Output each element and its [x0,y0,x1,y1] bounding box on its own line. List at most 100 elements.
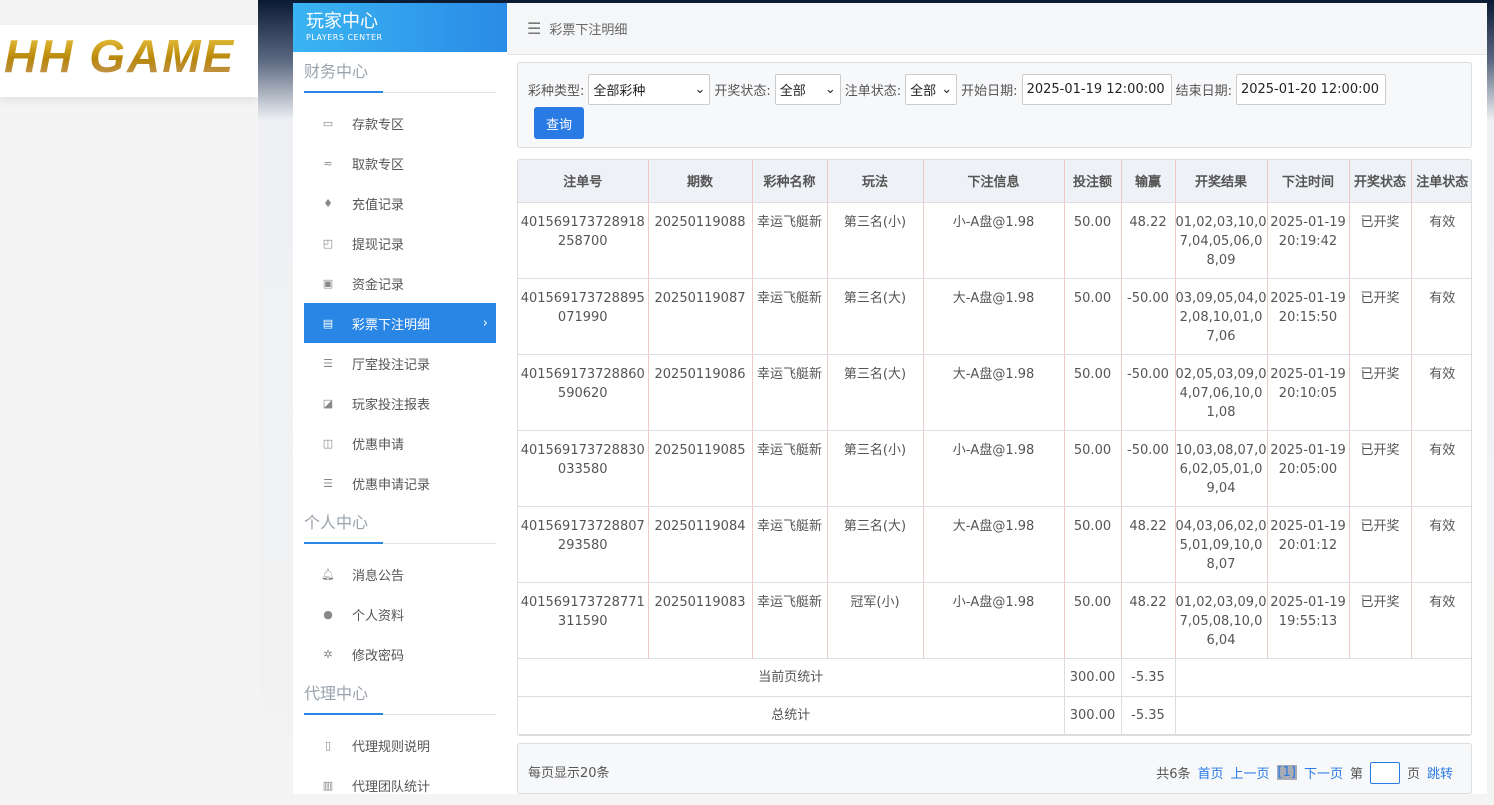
table-cell: 第三名(大) [827,354,924,431]
sidebar-item[interactable]: ✲ 修改密码 [304,634,496,674]
table-cell: 有效 [1411,202,1471,279]
sidebar-item-label: 厅室投注记录 [352,357,431,373]
summary-label: 当前页统计 [518,658,1065,697]
sidebar-item-label: 玩家投注报表 [352,397,431,413]
column-header[interactable]: 注单状态 [1411,160,1471,203]
end-date-input[interactable]: 2025-01-20 12:00:00 [1235,74,1386,105]
sidebar-item[interactable]: ◪ 玩家投注报表 [304,383,496,423]
pagination: 每页显示20条 共6条 首页 上一页 [1] 下一页 第 页 跳转 [517,743,1472,794]
first-page-link[interactable]: 首页 [1197,767,1224,782]
money-bag-icon: ♦ [323,196,333,210]
bet-status-label: 注单状态: [844,84,902,99]
end-date-value: 2025-01-20 12:00:00 [1240,82,1380,97]
sidebar-header: 玩家中心 PLAYERS CENTER [293,3,507,52]
next-page-link[interactable]: 下一页 [1303,767,1343,782]
column-header[interactable]: 玩法 [827,160,924,203]
table-cell: 已开奖 [1349,582,1412,659]
table-cell: 已开奖 [1349,278,1412,355]
file-icon: ▯ [324,738,332,752]
page-number-input[interactable] [1369,761,1400,784]
start-date-value: 2025-01-19 12:00:00 [1026,82,1165,97]
page-title: 彩票下注明细 [549,23,628,38]
column-header[interactable]: 开奖状态 [1349,160,1412,203]
sidebar-item[interactable]: ≂ 取款专区 [304,143,496,183]
table-cell: 50.00 [1064,278,1122,355]
sidebar-item[interactable]: ▤ 彩票下注明细 › [304,303,496,343]
chevron-down-icon: ⌄ [694,82,706,97]
sidebar-item[interactable]: 🔔︎ 消息公告 [304,554,496,594]
table-cell: 第三名(大) [827,506,924,583]
sidebar-item-label: 个人资料 [352,608,405,624]
sidebar-item-label: 取款专区 [352,157,405,173]
filter-form: 彩种类型: 全部彩种 ⌄ 开奖状态: 全部 ⌄ 注单状态: 全部 ⌄ 开始日期: 20… [517,62,1472,148]
table-cell: 幸运飞艇新 [752,506,828,583]
column-header[interactable]: 投注额 [1064,160,1122,203]
summary-empty [1175,658,1471,697]
current-page[interactable]: [1] [1276,765,1297,780]
table-cell: 幸运飞艇新 [752,582,828,659]
table-cell: 50.00 [1064,354,1122,431]
table-cell: 20250119088 [648,202,753,279]
bets-table: 注单号 期数 彩种名称 玩法 下注信息 投注额 输赢 开奖结果 下注时间 开奖状态 注单状态 401… [517,159,1472,736]
column-header[interactable]: 下注时间 [1267,160,1350,203]
column-header[interactable]: 彩种名称 [752,160,828,203]
table-cell: 01,02,03,10,07,04,05,06,08,09 [1175,202,1268,279]
start-date-label: 开始日期: [961,84,1018,99]
sidebar-item-label: 修改密码 [352,648,405,664]
column-header[interactable]: 注单号 [518,160,649,203]
sidebar-item[interactable]: ▣ 资金记录 [304,263,496,303]
table-cell: -50.00 [1121,430,1176,507]
gear-icon: ✲ [323,647,333,661]
lottery-type-select[interactable]: 全部彩种 ⌄ [588,74,711,105]
sidebar-item[interactable]: ▭ 存款专区 [304,103,496,143]
list-bullets-icon: ☰ [323,356,333,370]
sidebar-item[interactable]: ♦ 充值记录 [304,183,496,223]
sidebar-item[interactable]: ☰ 厅室投注记录 [304,343,496,383]
table-cell: 幸运飞艇新 [752,278,828,355]
sidebar-item-label: 充值记录 [352,197,405,213]
table-cell: 有效 [1411,354,1471,431]
sidebar-item[interactable]: ◰ 提现记录 [304,223,496,263]
column-header[interactable]: 开奖结果 [1175,160,1268,203]
safe-icon: ▣ [322,276,334,290]
sidebar-item[interactable]: ▥ 代理团队统计 [304,765,496,805]
table-cell: 401569173728918258700 [518,202,649,279]
hand-cash-icon: ≂ [323,156,333,170]
sidebar-item[interactable]: ◫ 优惠申请 [304,423,496,463]
table-cell: 已开奖 [1349,506,1412,583]
sidebar-item[interactable]: ● 个人资料 [304,594,496,634]
sidebar-item-label: 彩票下注明细 [352,317,431,333]
table-cell: 02,05,03,09,04,07,06,10,01,08 [1175,354,1268,431]
sidebar-item-label: 代理规则说明 [352,739,431,755]
main-panel: ☰ 彩票下注明细 彩种类型: 全部彩种 ⌄ 开奖状态: 全部 ⌄ 注单状态: 全部 ⌄… [507,3,1487,794]
column-header[interactable]: 期数 [648,160,753,203]
table-cell: 小-A盘@1.98 [923,582,1065,659]
table-cell: 第三名(大) [827,278,924,355]
bet-status-value: 全部 [910,84,937,99]
chevron-right-icon: › [482,315,488,331]
column-header[interactable]: 输赢 [1121,160,1176,203]
list-icon: ▤ [322,316,334,330]
prev-page-link[interactable]: 上一页 [1230,767,1270,782]
sidebar-item[interactable]: ▯ 代理规则说明 [304,725,496,765]
sidebar: 玩家中心 PLAYERS CENTER 财务中心 ▭ 存款专区 ≂ 取款专区 ♦ 充值记录 ◰… [293,3,507,795]
bet-status-select[interactable]: 全部 ⌄ [905,74,958,105]
table-cell: 20250119087 [648,278,753,355]
table-cell: 04,03,06,02,05,01,09,10,08,07 [1175,506,1268,583]
menu-icon[interactable]: ☰ [527,19,542,38]
table-cell: 48.22 [1121,202,1176,279]
summary-amount: 300.00 [1064,696,1122,735]
table-cell: -50.00 [1121,354,1176,431]
summary-label: 总统计 [518,696,1065,735]
column-header[interactable]: 下注信息 [923,160,1065,203]
sidebar-item-label: 消息公告 [352,568,405,584]
sidebar-item[interactable]: ☰ 优惠申请记录 [304,463,496,503]
jump-link[interactable]: 跳转 [1426,767,1453,782]
draw-status-select[interactable]: 全部 ⌄ [774,74,841,105]
table-cell: 幸运飞艇新 [752,354,828,431]
table-cell: 2025-01-19 20:19:42 [1267,202,1350,279]
query-button[interactable]: 查询 [534,107,584,139]
start-date-input[interactable]: 2025-01-19 12:00:00 [1021,74,1172,105]
section-title: 财务中心 [304,52,496,93]
page-prefix: 第 [1349,767,1363,782]
